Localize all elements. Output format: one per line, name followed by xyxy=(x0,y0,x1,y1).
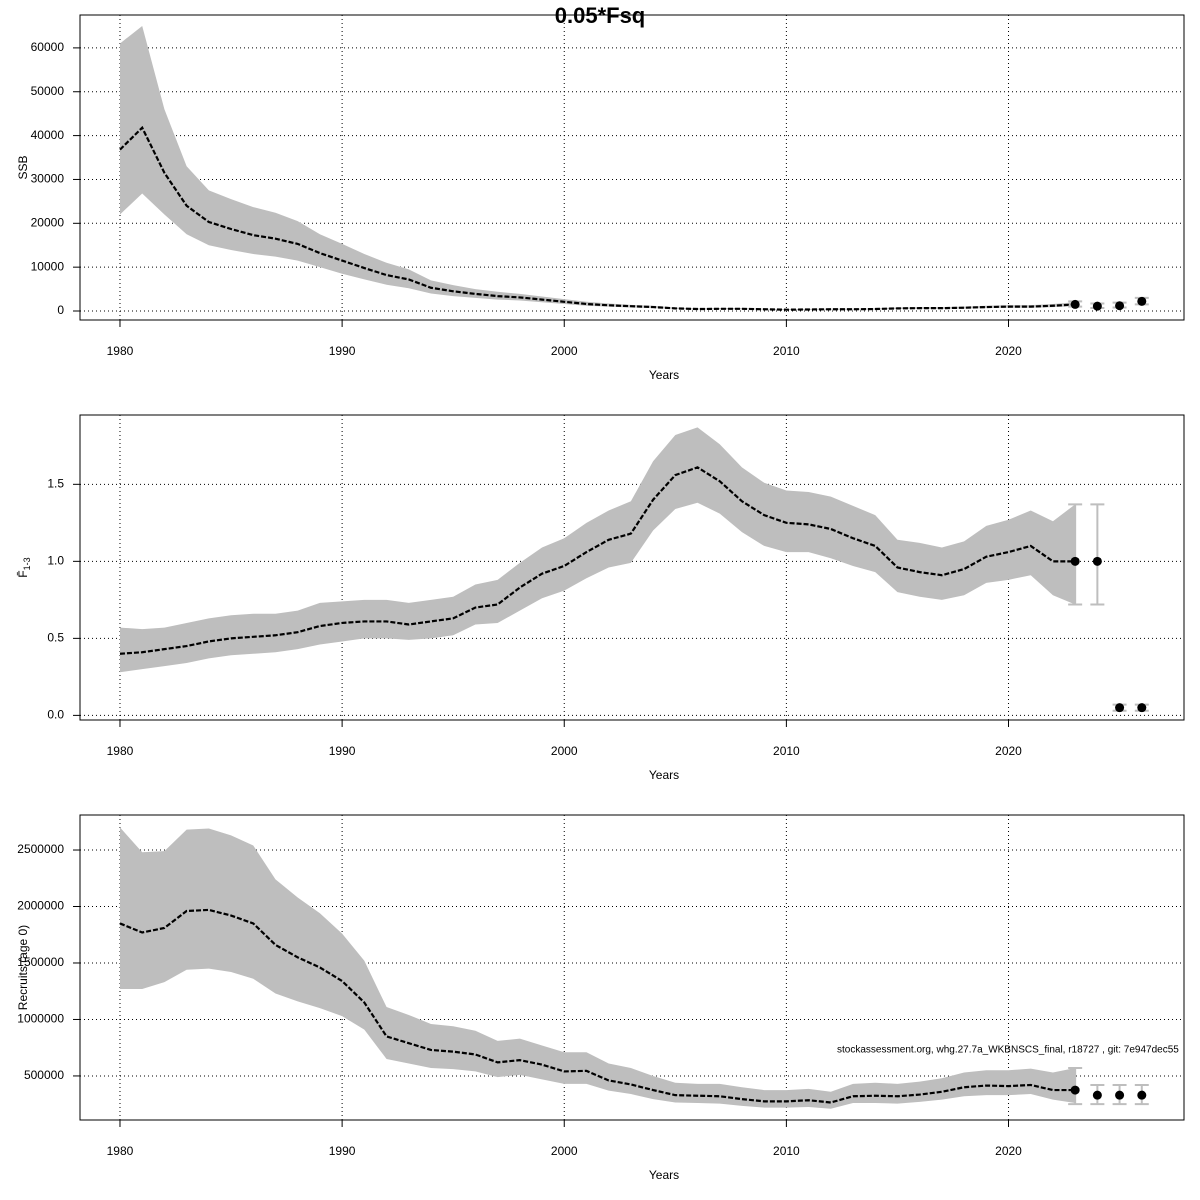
y-tick-label: 1000000 xyxy=(17,1012,64,1026)
y-axis-label: F̄1-3 xyxy=(16,557,32,577)
estimate-line xyxy=(119,125,1076,311)
plot-frame xyxy=(79,814,1185,1121)
error-bar xyxy=(1068,503,1083,606)
x-tick-label: 2020 xyxy=(995,344,1022,358)
x-axis-label: Years xyxy=(649,768,679,782)
projection-point xyxy=(1070,556,1080,566)
plot-frame xyxy=(79,414,1185,721)
x-tick-label: 1990 xyxy=(329,344,356,358)
y-tick-label: 1.5 xyxy=(47,476,64,490)
plot-area xyxy=(119,25,1076,311)
projection-point xyxy=(1070,1085,1080,1095)
y-tick-label: 0 xyxy=(57,303,64,317)
x-tick-label: 1980 xyxy=(107,1144,134,1158)
y-axis-label-main: SSB xyxy=(16,155,30,179)
plot-area xyxy=(119,827,1076,1109)
projection-point xyxy=(1137,1090,1147,1100)
y-tick-label: 50000 xyxy=(31,84,65,98)
projection-point xyxy=(1070,299,1080,309)
x-tick-label: 2020 xyxy=(995,744,1022,758)
projection-point xyxy=(1137,703,1147,713)
confidence-band xyxy=(119,427,1076,673)
x-tick-label: 1990 xyxy=(329,744,356,758)
y-axis-label: Recruits (age 0) xyxy=(16,925,30,1010)
projection-point xyxy=(1092,1090,1102,1100)
panel: 1980 1990 2000 2010 2020 0.0 0.5 1.0 1.5 Years F̄1… xyxy=(16,414,1185,782)
x-tick-label: 1980 xyxy=(107,344,134,358)
x-tick-label: 1990 xyxy=(329,1144,356,1158)
y-tick-label: 10000 xyxy=(31,259,65,273)
x-tick-label: 2000 xyxy=(551,744,578,758)
x-tick-label: 2010 xyxy=(773,344,800,358)
panel: 1980 1990 2000 2010 2020 0 10000 20000 30000 4000… xyxy=(16,14,1185,382)
estimate-line xyxy=(119,466,1076,655)
y-tick-label: 20000 xyxy=(31,215,65,229)
y-tick-label: 500000 xyxy=(24,1068,64,1082)
annotation: stockassessment.org, whg.27.7a_WKBNSCS_f… xyxy=(837,1045,1179,1056)
figure-title: 0.05*Fsq xyxy=(555,3,646,28)
y-tick-label: 0.5 xyxy=(47,631,64,645)
estimate-line xyxy=(119,908,1076,1104)
y-axis-label-sub: 1-3 xyxy=(22,557,32,570)
x-tick-label: 2010 xyxy=(773,744,800,758)
projection-point xyxy=(1092,301,1102,311)
y-axis-label: SSB xyxy=(16,155,30,179)
panel: 1980 1990 2000 2010 2020 500000 1000000 1500000… xyxy=(16,814,1185,1182)
y-tick-label: 0.0 xyxy=(47,708,64,722)
confidence-band xyxy=(119,827,1076,1109)
x-axis-label: Years xyxy=(649,368,679,382)
y-tick-label: 2500000 xyxy=(17,842,64,856)
y-axis-label-main: F̄ xyxy=(16,570,30,577)
projection-point xyxy=(1115,301,1125,311)
projection-point xyxy=(1137,296,1147,306)
y-tick-label: 2000000 xyxy=(17,899,64,913)
error-bar xyxy=(1090,503,1105,606)
y-tick-label: 30000 xyxy=(31,172,65,186)
y-tick-label: 1.0 xyxy=(47,554,64,568)
x-tick-label: 1980 xyxy=(107,744,134,758)
x-tick-label: 2010 xyxy=(773,1144,800,1158)
y-tick-label: 60000 xyxy=(31,40,65,54)
y-tick-label: 1500000 xyxy=(17,955,64,969)
projection-point xyxy=(1115,1090,1125,1100)
y-axis-label-main: Recruits (age 0) xyxy=(16,925,30,1010)
projection-point xyxy=(1115,703,1125,713)
plot-frame xyxy=(79,14,1185,321)
x-tick-label: 2000 xyxy=(551,344,578,358)
x-tick-label: 2000 xyxy=(551,1144,578,1158)
x-axis-label: Years xyxy=(649,1168,679,1182)
projection-point xyxy=(1092,556,1102,566)
plot-area xyxy=(119,427,1076,673)
x-tick-label: 2020 xyxy=(995,1144,1022,1158)
y-tick-label: 40000 xyxy=(31,128,65,142)
